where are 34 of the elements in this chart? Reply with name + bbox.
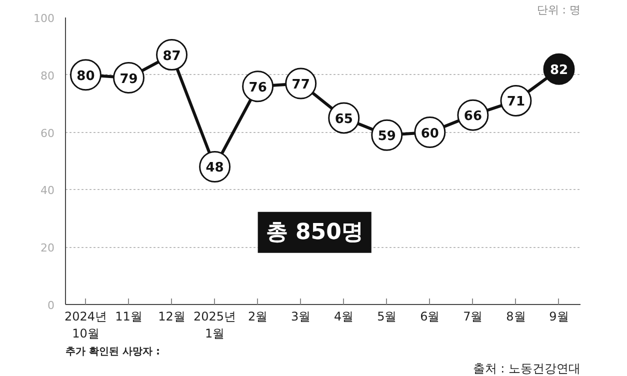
x-tick-label: 8월	[506, 310, 526, 324]
x-tick-label: 2월	[248, 310, 268, 324]
data-label: 48	[206, 160, 224, 176]
x-tick-label: 7월	[463, 310, 483, 324]
data-label: 87	[162, 48, 181, 64]
y-tick-label: 0	[48, 299, 54, 312]
x-tick-label: 12월	[158, 310, 186, 324]
y-tick-label: 80	[40, 69, 55, 82]
data-label: 66	[464, 109, 482, 124]
y-tick-label: 60	[40, 126, 55, 140]
x-tick-label: 3월	[291, 310, 311, 324]
y-tick-label: 100	[34, 12, 55, 25]
data-label: 77	[292, 78, 310, 93]
data-label: 82	[550, 63, 568, 78]
x-tick-label: 9월	[549, 310, 569, 324]
x-tick-label: 2025년 1월	[194, 310, 236, 340]
y-tick-label: 20	[40, 242, 55, 255]
data-label: 60	[420, 126, 439, 142]
data-label: 59	[378, 129, 396, 144]
x-tick-label: 5월	[377, 310, 397, 324]
x-tick-label: 2024년 10월	[64, 310, 107, 340]
text: 추가 확인된 사망자 :	[66, 346, 160, 358]
data-label: 79	[120, 72, 138, 87]
x-tick-label: 11월	[115, 310, 142, 324]
x-tick-label: 4월	[334, 310, 354, 324]
y-tick-label: 40	[40, 184, 55, 198]
annotation: 총 850명	[266, 220, 364, 245]
x-tick-label: 6월	[420, 310, 440, 324]
source-note: 출처 : 노동건강연대	[472, 362, 580, 376]
text: 단위 : 명	[536, 4, 581, 16]
data-label: 65	[334, 112, 353, 127]
data-label: 71	[506, 94, 526, 110]
data-label: 80	[76, 68, 95, 84]
data-label: 76	[248, 80, 267, 96]
